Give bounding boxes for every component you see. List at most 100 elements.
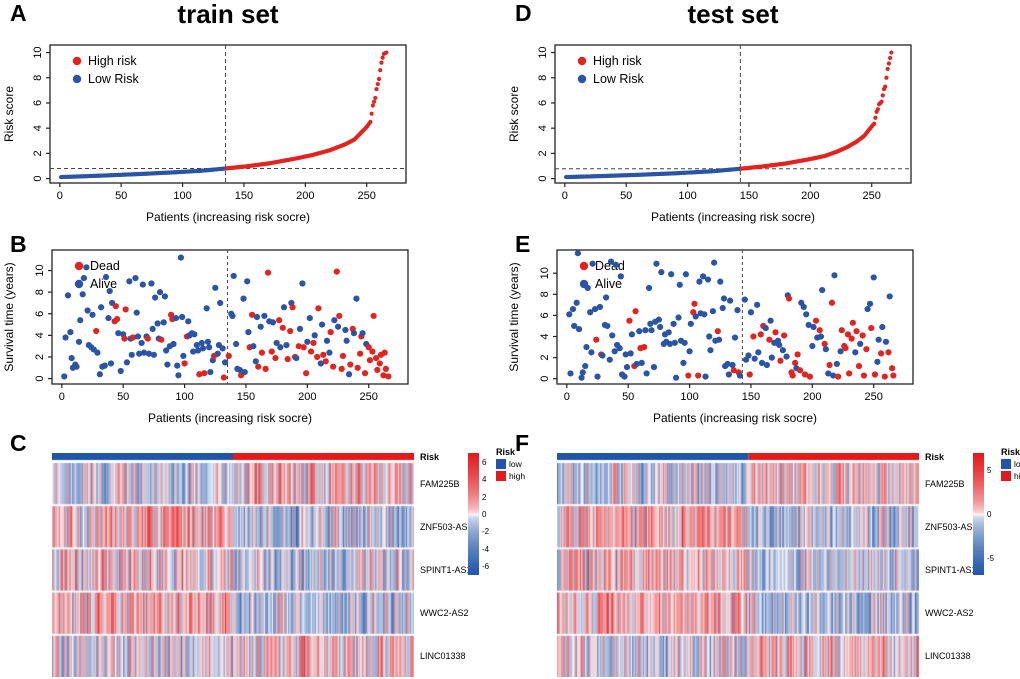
- colorbar-tick-label: 4: [482, 475, 487, 485]
- dead-dot: [357, 350, 364, 357]
- alive-dot: [299, 280, 306, 287]
- dead-dot: [849, 319, 856, 326]
- alive-dot: [317, 360, 324, 367]
- dead-dot: [757, 331, 764, 338]
- alive-dot: [269, 319, 277, 326]
- dead-dot: [307, 348, 315, 355]
- alive-dot: [236, 366, 243, 374]
- alive-dot: [751, 355, 758, 362]
- alive-dot: [729, 361, 736, 369]
- alive-dot: [257, 323, 264, 330]
- alive-dot: [204, 338, 212, 345]
- alive-dot: [701, 311, 708, 318]
- dead-dot: [354, 364, 361, 371]
- alive-dot: [866, 300, 874, 307]
- dead-dot: [376, 360, 383, 367]
- alive-dot: [164, 361, 171, 368]
- alive-dot: [154, 320, 161, 327]
- alive-dot: [587, 309, 594, 316]
- dead-dot: [812, 317, 820, 324]
- alive-dot: [244, 278, 251, 285]
- risk-curve-dots: [58, 50, 389, 180]
- y-tick-label: 10: [32, 46, 44, 58]
- alive-dot: [731, 334, 739, 341]
- alive-dot: [323, 337, 331, 344]
- y-tick-label: 2: [539, 355, 551, 361]
- colorbar-tick-label: 0: [987, 510, 992, 519]
- gene-row-label: FAM225B: [420, 478, 460, 489]
- gene-row-label: WWC2-AS2: [925, 608, 974, 619]
- x-tick-label: 250: [358, 190, 376, 202]
- risk-legend-swatch-low: [1001, 459, 1011, 469]
- alive-dot: [191, 331, 198, 338]
- y-tick-label: 8: [537, 75, 549, 81]
- dead-dot: [789, 372, 796, 379]
- dead-dot: [196, 371, 203, 378]
- dead-dot: [262, 365, 269, 372]
- patient-dot: [370, 103, 375, 108]
- y-tick-label: 2: [32, 150, 44, 156]
- alive-dot: [230, 272, 237, 280]
- patient-dot: [885, 66, 890, 72]
- dead-dot: [877, 350, 885, 357]
- colorbar-tick-label: 5: [987, 466, 992, 476]
- alive-dot: [763, 361, 771, 369]
- alive-dot: [117, 367, 124, 375]
- alive-dot: [706, 333, 713, 340]
- alive-dot: [616, 345, 623, 352]
- alive-dot: [326, 349, 333, 356]
- patient-dot: [369, 111, 374, 116]
- patient-dot: [883, 84, 888, 89]
- alive-dot: [612, 261, 620, 268]
- legend-dot-high: [74, 261, 84, 271]
- alive-dot: [277, 344, 284, 351]
- alive-dot: [150, 351, 157, 358]
- dead-dot: [889, 365, 896, 372]
- alive-dot: [825, 370, 832, 377]
- x-axis-label: Patients (increasing risk socre): [653, 411, 817, 425]
- alive-dot: [648, 327, 655, 334]
- survival-dots: [566, 250, 897, 381]
- alive-dot: [190, 348, 197, 355]
- y-tick-label: 0: [34, 376, 46, 382]
- alive-dot: [753, 301, 761, 308]
- alive-dot: [805, 321, 812, 329]
- dead-dot: [750, 333, 757, 340]
- legend-dot-low: [72, 74, 82, 84]
- alive-dot: [874, 358, 881, 365]
- alive-dot: [719, 304, 726, 312]
- alive-dot: [584, 284, 591, 292]
- dead-dot: [225, 352, 232, 360]
- alive-dot: [599, 352, 606, 359]
- alive-dot: [569, 305, 577, 313]
- gene-row-label: LINC01338: [420, 651, 466, 662]
- dead-dot: [842, 345, 849, 352]
- colorbar-tick-label: -4: [482, 544, 490, 554]
- dead-dot: [122, 306, 129, 313]
- alive-dot: [177, 254, 184, 261]
- dead-dot: [781, 332, 788, 339]
- dead-dot: [835, 373, 842, 380]
- dead-dot: [322, 358, 329, 365]
- dead-dot: [846, 370, 853, 377]
- y-axis: 0 2 4 6 8 10: [537, 46, 555, 182]
- alive-dot: [573, 299, 580, 306]
- alive-dot: [643, 370, 650, 377]
- x-tick-label: 250: [863, 190, 881, 202]
- risk-legend-swatch-high: [1001, 471, 1011, 481]
- patient-dot: [374, 87, 379, 92]
- alive-dot: [594, 373, 601, 380]
- patient-dot: [373, 95, 378, 101]
- alive-dot: [331, 317, 338, 324]
- dead-dot: [691, 300, 698, 307]
- alive-dot: [68, 354, 75, 362]
- x-tick-label: 100: [680, 391, 698, 403]
- legend-dot-low: [577, 74, 587, 84]
- alive-dot: [715, 336, 723, 343]
- alive-dot: [724, 360, 731, 368]
- x-tick-label: 200: [296, 190, 314, 202]
- alive-dot: [611, 348, 618, 355]
- y-axis: 0 2 4 6 8 10: [34, 264, 52, 382]
- alive-dot: [658, 269, 665, 276]
- colorbar: [973, 453, 984, 575]
